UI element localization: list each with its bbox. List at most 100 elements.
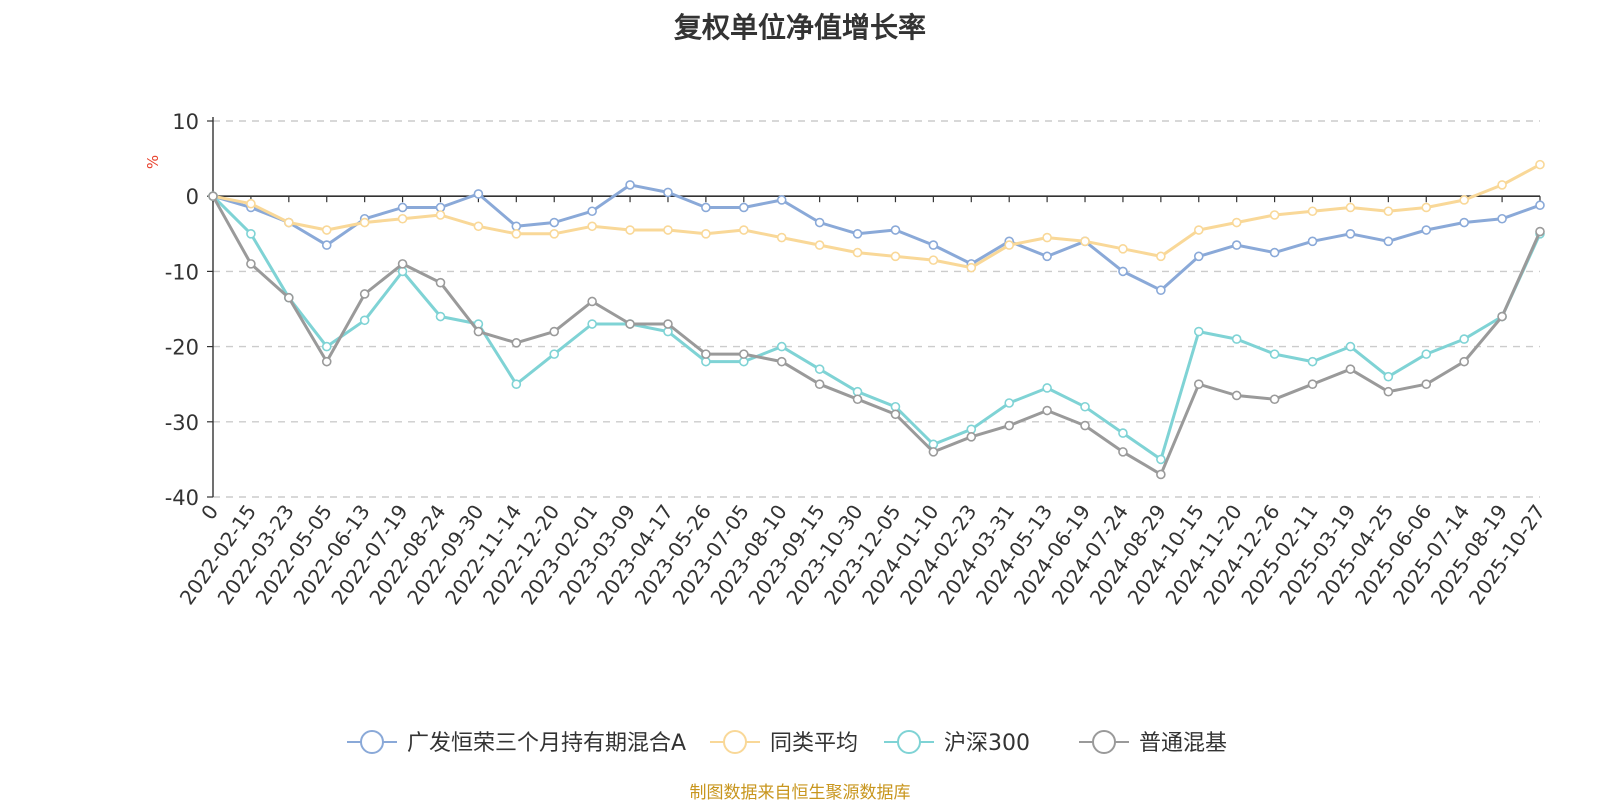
- series-3-point: [473, 326, 484, 337]
- series-0-point: [1118, 266, 1128, 277]
- series-1-point: [473, 221, 484, 232]
- y-axis-label: %: [144, 155, 162, 169]
- series-3-point: [397, 259, 408, 269]
- series-2-point: [1421, 349, 1432, 359]
- series-3-point: [321, 356, 332, 367]
- series-1-point: [890, 251, 901, 262]
- series-3-point: [1118, 447, 1128, 457]
- series-2-point: [1118, 428, 1128, 438]
- series-3-point: [1080, 420, 1090, 431]
- series-3-point: [738, 349, 749, 359]
- series-3-point: [1042, 405, 1052, 416]
- y-tick-label: -30: [165, 411, 199, 435]
- series-2-point: [1231, 334, 1242, 344]
- series-3-point: [625, 319, 635, 329]
- series-3-point: [1193, 379, 1204, 390]
- series-2-point: [1459, 334, 1469, 344]
- series-1-point: [1193, 225, 1204, 235]
- legend-marker-3: [1092, 730, 1116, 754]
- series-1-point: [738, 225, 749, 235]
- series-1-point: [1118, 244, 1128, 254]
- series-1-point: [852, 247, 863, 258]
- series-1-point: [587, 221, 597, 232]
- series-0-point: [663, 187, 673, 198]
- chart-title: 复权单位净值增长率: [673, 11, 926, 44]
- series-2-point: [814, 364, 825, 374]
- series-3-point: [966, 432, 977, 442]
- series-3-point: [1421, 379, 1432, 390]
- series-line-2: [211, 195, 1542, 461]
- legend-marker-1: [723, 730, 747, 754]
- series-2-point: [587, 319, 597, 329]
- y-tick-label: 0: [186, 185, 199, 209]
- series-2-point: [1004, 398, 1015, 408]
- series-0-point: [1307, 236, 1318, 247]
- series-0-point: [1193, 251, 1204, 262]
- series-2-point: [1156, 454, 1166, 465]
- series-1-point: [1156, 251, 1166, 262]
- series-0-point: [1345, 229, 1356, 239]
- series-0-point: [1042, 251, 1052, 262]
- series-0-point: [1535, 200, 1545, 211]
- series-1-point: [321, 225, 332, 235]
- series-2-point: [549, 349, 560, 359]
- series-1-point: [246, 198, 256, 209]
- y-tick-label: 10: [172, 110, 199, 134]
- series-3-point: [1345, 364, 1356, 374]
- series-3-point: [359, 289, 370, 299]
- series-1-point: [1307, 206, 1318, 217]
- series-3-point: [1497, 311, 1507, 322]
- series-0-point: [1421, 225, 1432, 235]
- series-3-point: [852, 394, 863, 405]
- series-1-point: [284, 217, 294, 228]
- series-0-point: [321, 240, 332, 250]
- series-1-point: [1535, 159, 1545, 170]
- series-3-point: [701, 349, 711, 359]
- series-1-point: [1004, 240, 1015, 250]
- series-1-point: [928, 255, 939, 265]
- series-1-point: [814, 240, 825, 250]
- series-3-point: [549, 326, 560, 337]
- series-2-point: [1193, 326, 1204, 337]
- series-1-point: [663, 225, 673, 235]
- series-0-point: [587, 206, 597, 217]
- series-1-point: [1497, 180, 1507, 190]
- series-1-point: [435, 210, 446, 220]
- series-2-point: [1042, 383, 1052, 393]
- x-tick-label: 0: [196, 500, 223, 524]
- series-3-point: [1383, 386, 1394, 397]
- series-3-point: [890, 409, 901, 420]
- series-2-point: [246, 229, 256, 239]
- series-1-point: [1421, 202, 1432, 213]
- series-line-3: [211, 195, 1542, 476]
- series-3-point: [1156, 469, 1166, 480]
- series-3-point: [776, 356, 787, 367]
- source-note: 制图数据来自恒生聚源数据库: [689, 783, 911, 803]
- y-tick-label: -10: [165, 260, 199, 284]
- legend-label-3: 普通混基: [1139, 731, 1227, 756]
- series-3-point: [284, 292, 294, 303]
- series-0-point: [890, 225, 901, 235]
- series-0-point: [738, 202, 749, 213]
- series-3-point: [1004, 420, 1015, 431]
- series-0-point: [473, 189, 484, 199]
- series-3-point: [928, 447, 939, 457]
- series-0-point: [549, 217, 560, 228]
- series-2-point: [435, 311, 446, 322]
- series-3-point: [1269, 394, 1280, 405]
- series-3-point: [1459, 356, 1469, 367]
- series-3-point: [208, 191, 218, 201]
- series-0-point: [1269, 247, 1280, 258]
- series-2-point: [359, 315, 370, 326]
- series-1-point: [1080, 236, 1090, 247]
- series-0-point: [928, 240, 939, 250]
- legend-label-1: 同类平均: [770, 731, 858, 756]
- series-1-point: [966, 262, 977, 273]
- series-1-point: [549, 229, 560, 239]
- series-1-point: [625, 225, 635, 235]
- series-1-point: [511, 229, 522, 239]
- series-2-point: [321, 341, 332, 352]
- series-0-point: [852, 229, 863, 239]
